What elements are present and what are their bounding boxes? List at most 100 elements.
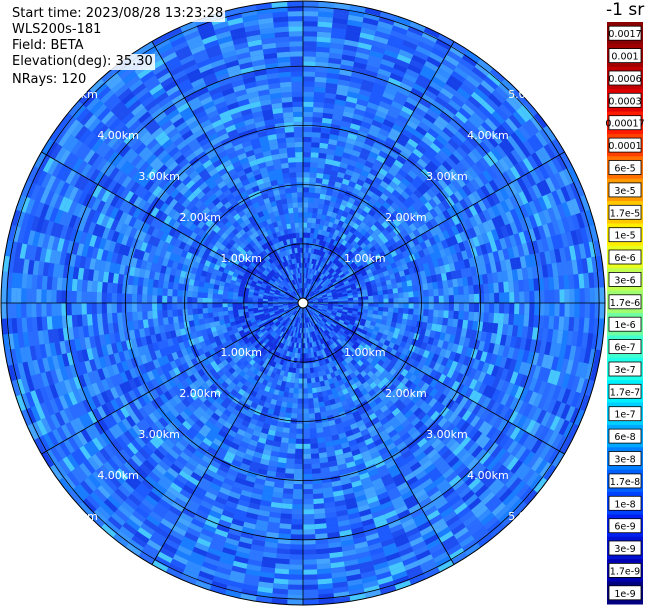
ppi-cell bbox=[353, 305, 359, 309]
ppi-cell bbox=[133, 196, 143, 208]
ppi-cell bbox=[334, 150, 344, 158]
ppi-cell bbox=[262, 390, 269, 397]
ppi-cell bbox=[437, 257, 444, 267]
ppi-cell bbox=[413, 162, 425, 173]
ppi-cell bbox=[153, 145, 165, 158]
ppi-cell bbox=[168, 174, 179, 186]
ppi-cell bbox=[385, 372, 393, 381]
ppi-cell bbox=[187, 284, 194, 292]
ppi-cell bbox=[345, 285, 351, 289]
ppi-cell bbox=[407, 357, 416, 366]
ppi-cell bbox=[303, 202, 309, 208]
ppi-cell bbox=[130, 338, 138, 349]
ppi-cell bbox=[199, 194, 209, 204]
ppi-cell bbox=[279, 325, 284, 331]
ppi-cell bbox=[425, 376, 434, 386]
ppi-cell bbox=[311, 280, 315, 286]
ppi-cell bbox=[371, 164, 381, 173]
ppi-cell bbox=[307, 347, 311, 354]
ppi-cell bbox=[180, 388, 190, 398]
ppi-cell bbox=[342, 340, 348, 346]
ppi-cell bbox=[299, 312, 301, 318]
ppi-cell bbox=[326, 450, 336, 458]
ppi-cell bbox=[157, 357, 166, 367]
ppi-cell bbox=[419, 328, 427, 336]
ppi-cell bbox=[344, 497, 357, 505]
ppi-cell bbox=[338, 166, 347, 174]
ppi-cell bbox=[308, 284, 312, 290]
ppi-cell bbox=[444, 452, 456, 464]
ppi-cell bbox=[312, 307, 317, 310]
ppi-cell bbox=[329, 238, 335, 245]
ppi-cell bbox=[263, 338, 270, 345]
ppi-cell bbox=[291, 341, 295, 348]
ppi-cell bbox=[381, 228, 390, 237]
ppi-cell bbox=[284, 478, 294, 484]
ppi-cell bbox=[340, 199, 348, 207]
ppi-cell bbox=[303, 348, 306, 354]
ppi-cell bbox=[346, 413, 355, 421]
ppi-cell bbox=[504, 335, 512, 347]
ppi-cell bbox=[114, 263, 121, 274]
ppi-cell bbox=[335, 276, 341, 282]
ppi-cell bbox=[115, 221, 124, 233]
ppi-cell bbox=[371, 417, 380, 426]
ppi-cell bbox=[452, 278, 459, 288]
ppi-cell bbox=[282, 261, 287, 268]
ppi-cell bbox=[265, 397, 272, 404]
ppi-cell bbox=[464, 218, 474, 230]
ppi-cell bbox=[463, 294, 470, 303]
ppi-cell bbox=[138, 364, 147, 375]
ppi-cell bbox=[283, 315, 288, 320]
ppi-cell bbox=[142, 190, 153, 202]
ppi-cell bbox=[353, 369, 360, 377]
ppi-cell bbox=[377, 232, 386, 240]
ppi-cell bbox=[228, 381, 237, 390]
ppi-cell bbox=[297, 403, 303, 409]
ppi-cell bbox=[286, 239, 291, 245]
ppi-cell bbox=[356, 327, 363, 333]
ppi-cell bbox=[153, 271, 161, 281]
ppi-cell bbox=[313, 259, 317, 265]
ppi-cell bbox=[374, 189, 383, 198]
ppi-cell bbox=[225, 242, 233, 250]
ppi-cell bbox=[309, 268, 313, 274]
ppi-cell bbox=[230, 111, 243, 120]
ppi-cell bbox=[457, 319, 464, 329]
ppi-cell bbox=[436, 192, 446, 203]
ppi-cell bbox=[434, 167, 446, 179]
ppi-cell bbox=[284, 334, 289, 340]
ppi-cell bbox=[247, 444, 257, 452]
ppi-cell bbox=[234, 284, 240, 290]
ppi-cell bbox=[376, 132, 388, 142]
ppi-cell bbox=[305, 322, 307, 328]
ppi-cell bbox=[336, 331, 343, 337]
ppi-cell bbox=[264, 224, 271, 232]
ppi-cell bbox=[185, 166, 196, 176]
ppi-cell bbox=[493, 282, 499, 293]
ppi-cell bbox=[438, 310, 444, 318]
ppi-cell bbox=[309, 237, 314, 244]
ppi-cell bbox=[333, 370, 340, 377]
ppi-cell bbox=[494, 292, 500, 303]
ppi-cell bbox=[209, 482, 222, 492]
ppi-cell bbox=[480, 331, 487, 342]
ppi-cell bbox=[427, 351, 435, 361]
ppi-cell bbox=[420, 204, 430, 215]
ppi-cell bbox=[173, 404, 184, 415]
ppi-cell bbox=[305, 247, 309, 253]
ppi-cell bbox=[279, 214, 286, 221]
ppi-cell bbox=[270, 200, 277, 208]
ppi-cell bbox=[303, 222, 308, 228]
ppi-cell bbox=[504, 259, 512, 271]
ppi-cell bbox=[412, 220, 422, 229]
ppi-cell bbox=[371, 477, 383, 487]
ppi-cell bbox=[220, 337, 227, 345]
ppi-cell bbox=[341, 420, 350, 428]
ppi-cell bbox=[325, 405, 332, 412]
ppi-cell bbox=[473, 202, 483, 214]
ppi-cell bbox=[369, 124, 381, 133]
ppi-cell bbox=[256, 345, 263, 352]
ppi-cell bbox=[333, 155, 343, 162]
ppi-cell bbox=[324, 231, 331, 238]
